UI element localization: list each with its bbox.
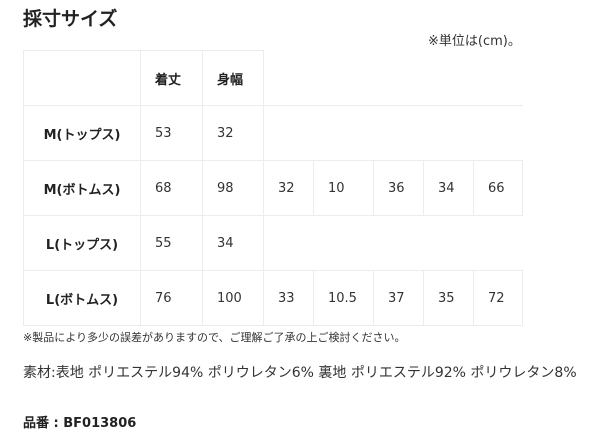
unit-note: ※単位は(cm)。 [428,34,521,49]
table-row: L(トップス) 55 34 [23,215,523,271]
product-number: 品番 : BF013806 [23,416,137,431]
table-row: M(ボトムス) 68 98 32 10 36 34 66 [23,160,523,216]
value-cell: 32 [263,160,314,216]
empty-cell [263,105,523,161]
table-row: M(トップス) 53 32 [23,105,523,161]
value-cell: 98 [202,160,264,216]
page-title: 採寸サイズ [23,8,118,30]
value-cell: 76 [140,270,203,326]
row-label: M(トップス) [23,105,141,161]
empty-cell [263,215,523,271]
value-cell: 32 [202,105,264,161]
value-cell: 100 [202,270,264,326]
material-info: 素材:表地 ポリエステル94% ポリウレタン6% 裏地 ポリエステル92% ポリ… [23,365,577,381]
header-cell: 身幅 [202,50,264,106]
table-header-row: 着丈 身幅 [23,50,523,106]
row-label: M(ボトムス) [23,160,141,216]
value-cell: 35 [423,270,474,326]
row-label: L(ボトムス) [23,270,141,326]
value-cell: 37 [373,270,424,326]
size-table: 着丈 身幅 M(トップス) 53 32 M(ボトムス) 68 98 32 10 36 34 66 L(… [23,50,523,326]
value-cell: 68 [140,160,203,216]
row-label: L(トップス) [23,215,141,271]
value-cell: 34 [202,215,264,271]
value-cell: 10 [313,160,374,216]
value-cell: 72 [473,270,523,326]
value-cell: 33 [263,270,314,326]
table-row: L(ボトムス) 76 100 33 10.5 37 35 72 [23,270,523,326]
header-cell [23,50,141,106]
header-cell: 着丈 [140,50,203,106]
empty-cell [263,50,523,106]
value-cell: 10.5 [313,270,374,326]
value-cell: 55 [140,215,203,271]
value-cell: 53 [140,105,203,161]
value-cell: 66 [473,160,523,216]
disclaimer: ※製品により多少の誤差がありますので、ご理解ご了承の上ご検討ください。 [23,331,406,344]
value-cell: 36 [373,160,424,216]
value-cell: 34 [423,160,474,216]
